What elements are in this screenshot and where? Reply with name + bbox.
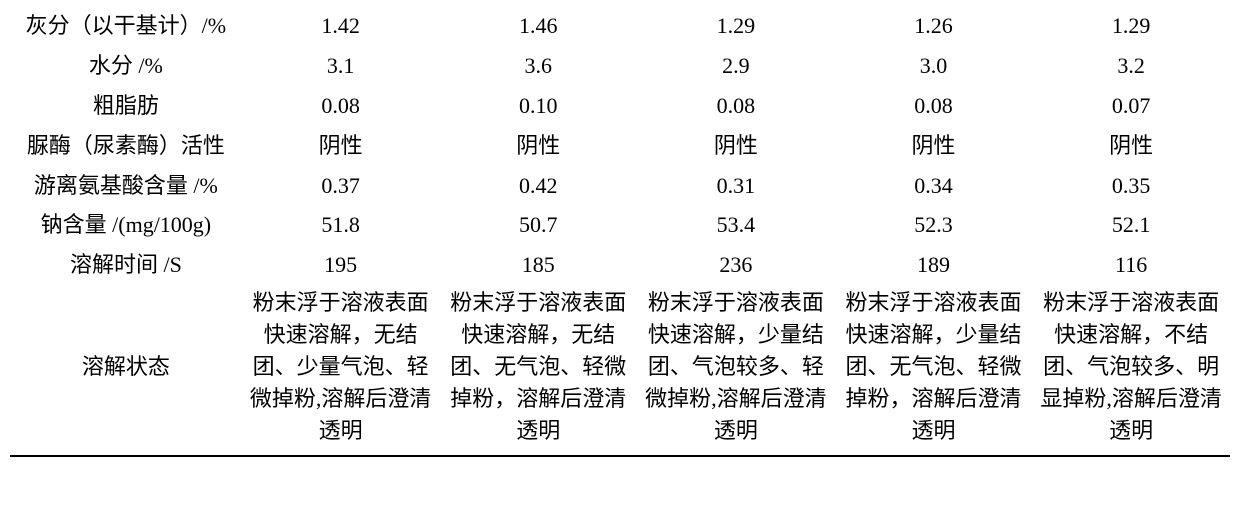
cell: 1.29 xyxy=(1032,6,1230,46)
table-wrapper: 灰分（以干基计）/% 1.42 1.46 1.29 1.26 1.29 水分 /… xyxy=(0,0,1240,457)
row-label: 水分 /% xyxy=(10,46,242,86)
cell: 0.37 xyxy=(242,166,440,206)
table-row: 水分 /% 3.1 3.6 2.9 3.0 3.2 xyxy=(10,46,1230,86)
cell: 阴性 xyxy=(242,126,440,166)
cell: 3.2 xyxy=(1032,46,1230,86)
cell: 阴性 xyxy=(1032,126,1230,166)
cell: 1.26 xyxy=(835,6,1033,46)
row-label: 游离氨基酸含量 /% xyxy=(10,166,242,206)
cell: 粉末浮于溶液表面快速溶解，少量结团、无气泡、轻微掉粉，溶解后澄清透明 xyxy=(835,285,1033,450)
cell: 3.6 xyxy=(439,46,637,86)
table-row: 钠含量 /(mg/100g) 51.8 50.7 53.4 52.3 52.1 xyxy=(10,205,1230,245)
cell: 粉末浮于溶液表面快速溶解，无结团、无气泡、轻微掉粉，溶解后澄清透明 xyxy=(439,285,637,450)
cell: 3.0 xyxy=(835,46,1033,86)
cell: 52.1 xyxy=(1032,205,1230,245)
cell: 2.9 xyxy=(637,46,835,86)
row-label: 溶解时间 /S xyxy=(10,245,242,285)
table-row: 溶解时间 /S 195 185 236 189 116 xyxy=(10,245,1230,285)
cell: 0.35 xyxy=(1032,166,1230,206)
cell: 0.07 xyxy=(1032,86,1230,126)
cell: 3.1 xyxy=(242,46,440,86)
cell: 1.29 xyxy=(637,6,835,46)
cell: 粉末浮于溶液表面快速溶解，不结团、气泡较多、明显掉粉,溶解后澄清透明 xyxy=(1032,285,1230,450)
table-row: 脲酶（尿素酶）活性 阴性 阴性 阴性 阴性 阴性 xyxy=(10,126,1230,166)
row-label: 溶解状态 xyxy=(10,285,242,450)
row-label: 灰分（以干基计）/% xyxy=(10,6,242,46)
cell: 1.42 xyxy=(242,6,440,46)
cell: 185 xyxy=(439,245,637,285)
cell: 0.08 xyxy=(637,86,835,126)
cell: 51.8 xyxy=(242,205,440,245)
cell: 1.46 xyxy=(439,6,637,46)
cell: 阴性 xyxy=(637,126,835,166)
row-label: 脲酶（尿素酶）活性 xyxy=(10,126,242,166)
table-row: 粗脂肪 0.08 0.10 0.08 0.08 0.07 xyxy=(10,86,1230,126)
row-label: 粗脂肪 xyxy=(10,86,242,126)
cell: 195 xyxy=(242,245,440,285)
cell: 0.08 xyxy=(242,86,440,126)
table-row: 灰分（以干基计）/% 1.42 1.46 1.29 1.26 1.29 xyxy=(10,6,1230,46)
cell: 189 xyxy=(835,245,1033,285)
cell: 0.31 xyxy=(637,166,835,206)
cell: 52.3 xyxy=(835,205,1033,245)
cell: 粉末浮于溶液表面快速溶解，无结团、少量气泡、轻微掉粉,溶解后澄清透明 xyxy=(242,285,440,450)
row-label: 钠含量 /(mg/100g) xyxy=(10,205,242,245)
cell: 阴性 xyxy=(835,126,1033,166)
cell: 0.34 xyxy=(835,166,1033,206)
cell: 116 xyxy=(1032,245,1230,285)
cell: 0.10 xyxy=(439,86,637,126)
cell: 阴性 xyxy=(439,126,637,166)
cell: 0.42 xyxy=(439,166,637,206)
cell: 0.08 xyxy=(835,86,1033,126)
cell: 50.7 xyxy=(439,205,637,245)
cell: 粉末浮于溶液表面快速溶解，少量结团、气泡较多、轻微掉粉,溶解后澄清透明 xyxy=(637,285,835,450)
cell: 53.4 xyxy=(637,205,835,245)
table-row: 游离氨基酸含量 /% 0.37 0.42 0.31 0.34 0.35 xyxy=(10,166,1230,206)
cell: 236 xyxy=(637,245,835,285)
table-row: 溶解状态 粉末浮于溶液表面快速溶解，无结团、少量气泡、轻微掉粉,溶解后澄清透明 … xyxy=(10,285,1230,450)
data-table: 灰分（以干基计）/% 1.42 1.46 1.29 1.26 1.29 水分 /… xyxy=(10,6,1230,451)
table-bottom-rule xyxy=(10,455,1230,457)
